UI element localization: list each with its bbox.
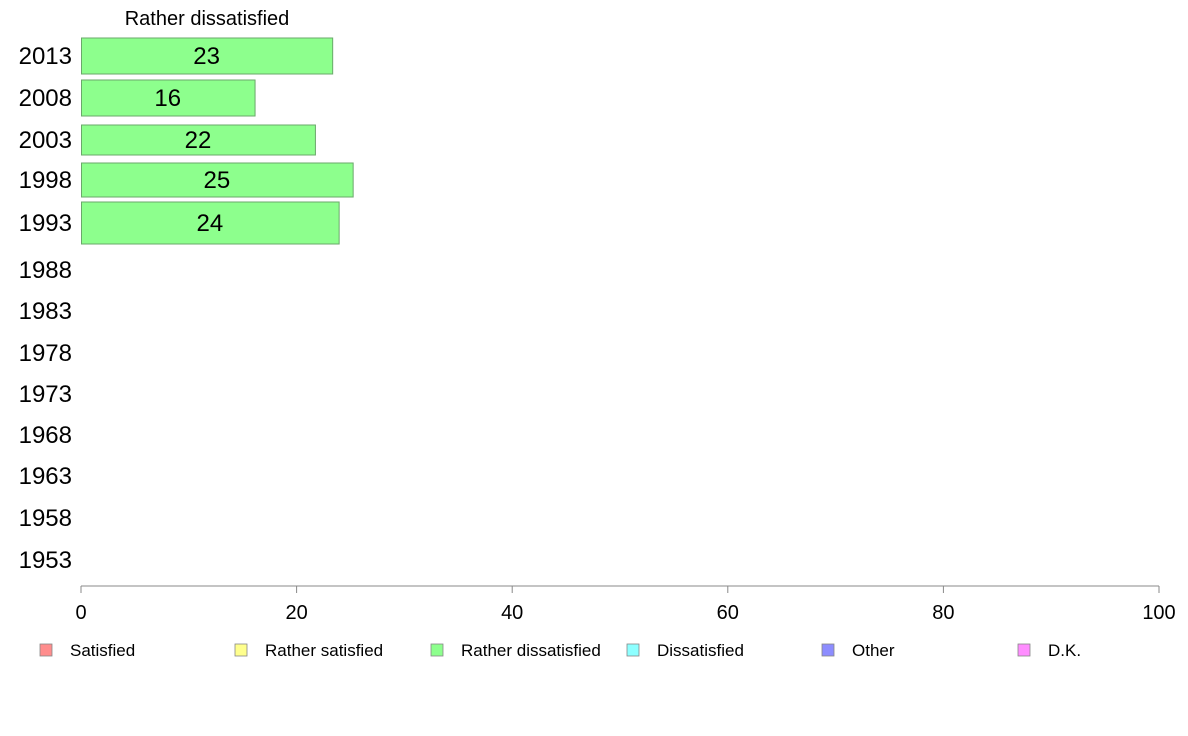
legend-swatch [430,643,444,657]
legend-item: Rather satisfied [234,641,383,660]
y-tick-label: 1978 [19,340,72,367]
legend-item: Other [821,641,895,660]
legend-item: Dissatisfied [626,641,744,660]
legend-label: Satisfied [70,641,135,660]
legend-swatch [234,643,248,657]
legend: Satisfied Rather satisfied Rather dissatis… [39,641,1081,660]
x-axis: 0 20 40 60 80 100 [75,585,1176,624]
y-tick-label: 1953 [19,547,72,574]
x-tick-label: 100 [1142,602,1175,624]
y-axis-labels: 2013 2008 2003 1998 1993 1988 1983 1978 1973 1968… [19,43,72,574]
y-tick-label: 1963 [19,463,72,490]
y-tick-label: 1998 [19,167,72,194]
legend-swatch [821,643,835,657]
bar-data-label: 24 [196,210,223,237]
bar-data-label: 16 [154,85,181,112]
bar [81,162,354,198]
y-tick-label: 1968 [19,422,72,449]
legend-label: D.K. [1048,641,1081,660]
legend-label: Other [852,641,895,660]
legend-label: Dissatisfied [657,641,744,660]
x-tick-label: 0 [75,602,86,624]
y-tick-label: 2003 [19,127,72,154]
chart-title: Rather dissatisfied [125,8,290,30]
bar [81,124,316,156]
legend-label: Rather satisfied [265,641,383,660]
y-tick-label: 1993 [19,210,72,237]
bar [81,79,256,117]
y-tick-label: 1983 [19,298,72,325]
bar [81,201,340,245]
y-tick-label: 1958 [19,505,72,532]
bar [81,37,334,75]
bar-data-label: 22 [185,127,212,154]
y-tick-label: 1973 [19,381,72,408]
x-tick-label: 80 [932,602,954,624]
bar-data-label: 23 [193,43,220,70]
y-tick-label: 2008 [19,85,72,112]
legend-swatch [39,643,53,657]
x-tick-label: 40 [501,602,523,624]
bar-data-label: 25 [203,167,230,194]
x-tick-label: 60 [717,602,739,624]
x-tick-label: 20 [285,602,307,624]
legend-label: Rather dissatisfied [461,641,601,660]
y-tick-label: 1988 [19,257,72,284]
legend-item: D.K. [1017,641,1081,660]
y-tick-label: 2013 [19,43,72,70]
legend-item: Rather dissatisfied [430,641,601,660]
legend-item: Satisfied [39,641,135,660]
legend-swatch [1017,643,1031,657]
legend-swatch [626,643,640,657]
